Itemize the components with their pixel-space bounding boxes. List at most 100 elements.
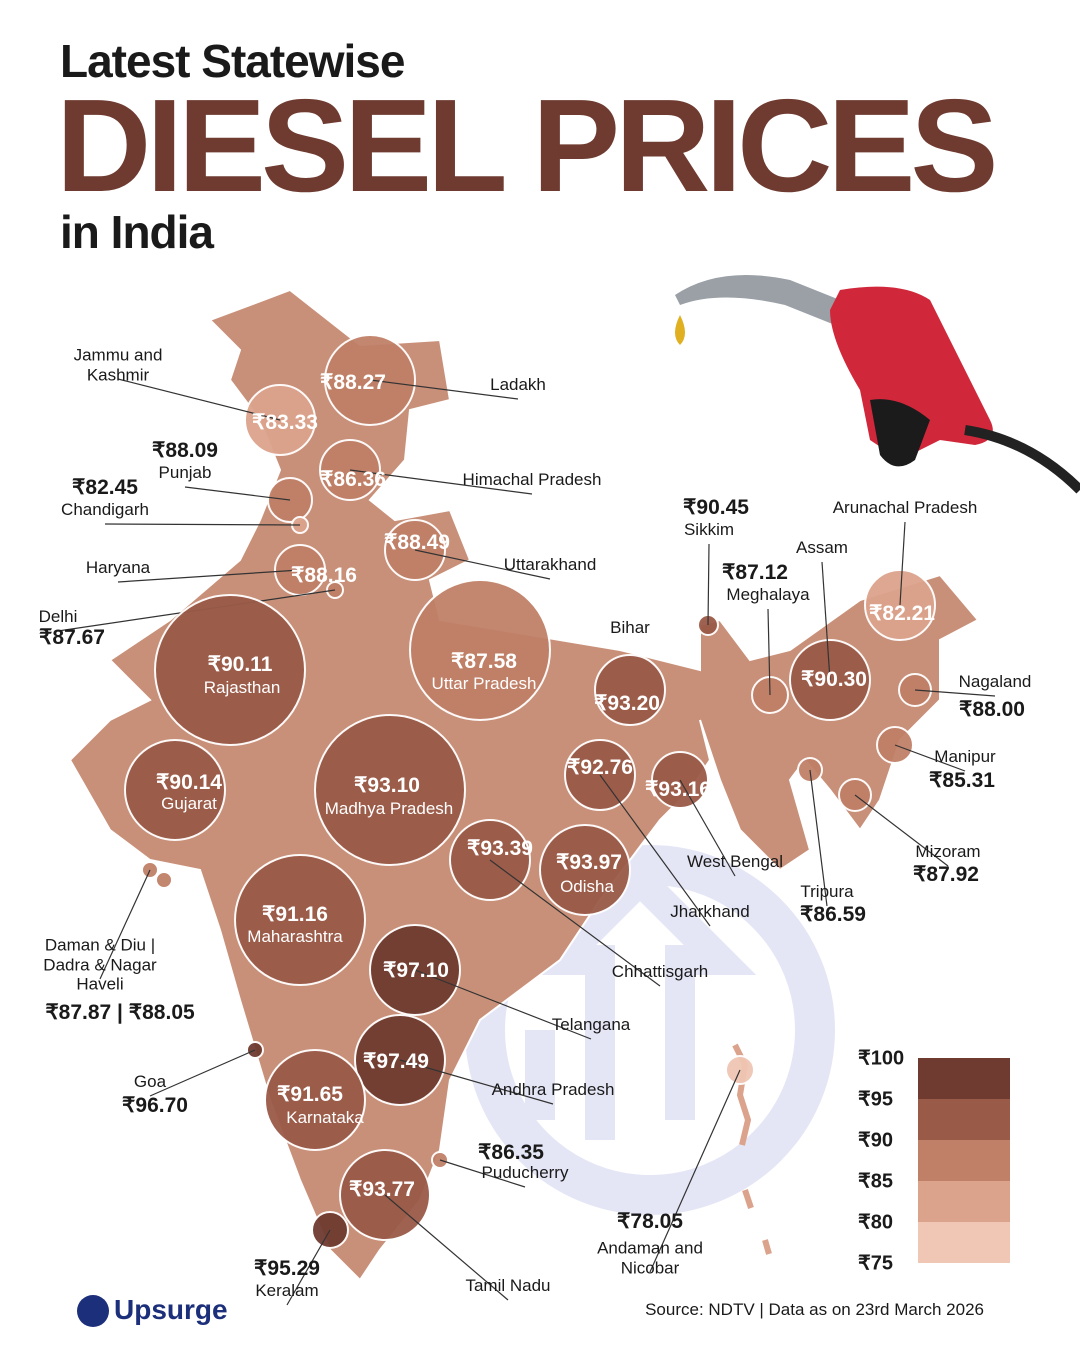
legend-swatch <box>918 1099 1010 1140</box>
state-region <box>155 871 173 889</box>
title: DIESEL PRICES <box>56 72 999 219</box>
state-price: ₹86.35 <box>478 1140 544 1164</box>
state-price: ₹93.16 <box>645 777 711 801</box>
leader-line <box>894 744 966 772</box>
state-name: Jharkhand <box>670 902 750 922</box>
watermark <box>465 845 835 1215</box>
state-region <box>409 579 551 721</box>
legend-label: ₹85 <box>858 1170 893 1193</box>
state-name: Uttar Pradesh <box>431 674 537 694</box>
state-name: Assam <box>796 538 848 558</box>
state-region <box>154 594 306 746</box>
state-name: Arunachal Pradesh <box>832 498 978 518</box>
state-price: ₹87.87 | ₹88.05 <box>45 1000 195 1024</box>
state-name: Maharashtra <box>247 927 343 947</box>
subtitle: in India <box>60 206 214 258</box>
state-name: Gujarat <box>161 794 217 814</box>
state-name: Ladakh <box>490 375 546 395</box>
legend-label: ₹95 <box>858 1088 893 1111</box>
state-name: Rajasthan <box>203 678 281 698</box>
state-name: Uttarakhand <box>503 555 597 575</box>
state-name: Delhi <box>38 607 78 627</box>
state-price: ₹82.21 <box>869 601 935 625</box>
state-price: ₹95.29 <box>254 1256 320 1280</box>
leader-line <box>286 1229 331 1306</box>
state-price: ₹88.09 <box>152 438 218 462</box>
state-region <box>234 854 366 986</box>
state-price: ₹87.12 <box>722 560 788 584</box>
leader-line <box>439 1159 526 1188</box>
state-price: ₹85.31 <box>929 768 995 792</box>
kicker: Latest Statewise <box>60 35 405 87</box>
state-name: Daman & Diu | Dadra & Nagar Haveli <box>43 935 157 994</box>
leader-line <box>369 379 519 400</box>
state-region <box>314 714 466 866</box>
logo <box>77 1295 109 1327</box>
state-name: Jammu and Kashmir <box>73 345 163 384</box>
state-price: ₹87.67 <box>39 625 105 649</box>
leader-line <box>809 769 828 907</box>
state-name: Goa <box>133 1072 167 1092</box>
leader-line <box>914 689 996 697</box>
state-region <box>539 824 631 916</box>
legend-label: ₹80 <box>858 1211 893 1234</box>
state-price: ₹93.10 <box>354 773 420 797</box>
leader-line <box>821 561 831 681</box>
state-name: Keralam <box>255 1281 319 1301</box>
state-name: Odisha <box>560 877 614 897</box>
state-price: ₹82.45 <box>72 475 138 499</box>
india-outline <box>68 288 980 1282</box>
leader-line <box>707 543 710 626</box>
state-price: ₹90.45 <box>683 495 749 519</box>
leader-line <box>117 378 281 421</box>
legend-swatch <box>918 1058 1010 1099</box>
leader-line <box>414 549 551 580</box>
leader-line <box>649 1069 741 1273</box>
state-price: ₹97.10 <box>383 958 449 982</box>
leader-line <box>349 469 533 495</box>
state-price: ₹86.59 <box>800 902 866 926</box>
state-region <box>124 739 226 841</box>
state-price: ₹90.11 <box>207 652 273 676</box>
state-price: ₹88.00 <box>959 697 1025 721</box>
state-price: ₹93.77 <box>349 1177 415 1201</box>
state-price: ₹90.30 <box>801 667 867 691</box>
watermark <box>523 858 757 1140</box>
brand: Upsurge <box>114 1294 228 1325</box>
leader-line <box>184 486 291 501</box>
state-price: ₹87.58 <box>451 649 517 673</box>
leader-line <box>414 969 592 1040</box>
state-name: Sikkim <box>683 520 735 540</box>
state-name: Chandigarh <box>61 500 149 520</box>
state-name: Tamil Nadu <box>465 1276 551 1296</box>
state-name: Meghalaya <box>726 585 810 605</box>
fuel-nozzle <box>675 275 1080 494</box>
state-region <box>264 1049 366 1151</box>
legend-swatch <box>918 1222 1010 1263</box>
legend-swatch <box>918 1140 1010 1181</box>
state-name: Madhya Pradesh <box>324 799 454 819</box>
state-price: ₹91.16 <box>262 902 328 926</box>
state-name: Bihar <box>610 618 650 638</box>
state-name: Haryana <box>85 558 151 578</box>
legend-label: ₹75 <box>858 1252 893 1275</box>
state-name: Mizoram <box>915 842 981 862</box>
state-price: ₹97.49 <box>363 1049 429 1073</box>
leader-line <box>599 774 711 927</box>
state-name: Tripura <box>800 882 854 902</box>
state-name: Himachal Pradesh <box>462 470 602 490</box>
state-price: ₹90.14 <box>156 770 222 794</box>
state-price: ₹88.16 <box>291 563 357 587</box>
leader-line <box>384 1194 509 1301</box>
state-name: Manipur <box>934 747 996 767</box>
state-name: Chhattisgarh <box>611 962 709 982</box>
legend-label: ₹100 <box>858 1047 905 1070</box>
state-price: ₹86.36 <box>320 467 386 491</box>
leader-line <box>679 779 736 877</box>
state-price: ₹88.27 <box>320 370 386 394</box>
state-name: West Bengal <box>686 852 784 872</box>
state-name: Punjab <box>158 463 212 483</box>
